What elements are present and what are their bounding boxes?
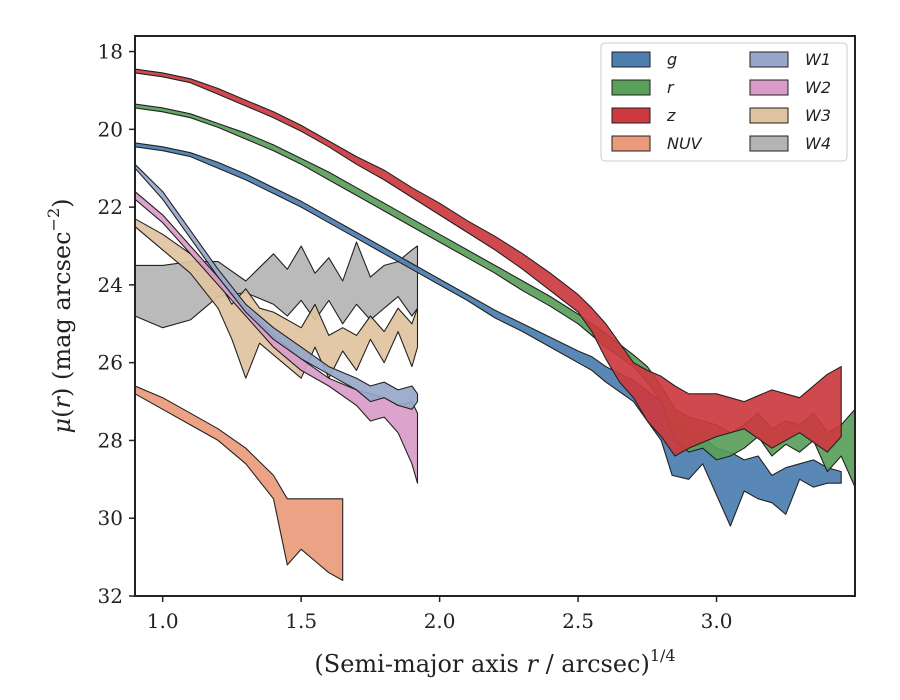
legend-swatch-w4: [749, 135, 789, 152]
x-tick-label: 2.0: [424, 609, 456, 633]
y-tick-label: 24: [98, 273, 123, 297]
legend-swatch-nuv: [611, 135, 651, 152]
x-axis-label: (Semi-major axis r / arcsec)1/4: [314, 646, 675, 678]
y-tick-label: 22: [98, 195, 123, 219]
x-tick-label: 1.0: [147, 609, 179, 633]
legend-label-z: z: [666, 106, 676, 125]
legend-label-nuv: NUV: [667, 134, 703, 153]
y-tick-label: 26: [98, 351, 123, 375]
band-w1: [135, 163, 419, 410]
legend-box: [600, 42, 848, 162]
band-z: [135, 68, 842, 457]
legend-label-w4: W4: [805, 134, 831, 153]
legend-swatch-w3: [749, 107, 789, 124]
y-axis: 18 20 22 24 26 28 30 32: [98, 40, 135, 608]
x-axis: 1.0 1.5 2.0 2.5 3.0: [147, 596, 733, 633]
legend-swatch-r: [611, 79, 651, 96]
legend-label-r: r: [667, 78, 675, 97]
x-tick-label: 1.5: [285, 609, 317, 633]
band-w3: [135, 218, 419, 379]
y-tick-label: 28: [98, 428, 123, 452]
y-tick-label: 30: [98, 506, 123, 530]
plot-area: [135, 68, 855, 581]
legend-label-w2: W2: [805, 78, 831, 97]
x-tick-label: 3.0: [701, 609, 733, 633]
y-tick-label: 32: [98, 584, 123, 608]
x-tick-label: 2.5: [562, 609, 594, 633]
band-r: [135, 103, 855, 488]
band-nuv: [135, 385, 344, 581]
legend-label-g: g: [667, 50, 677, 69]
y-tick-label: 20: [98, 117, 123, 141]
legend: grz NUV W1 W2 W3 W4: [600, 42, 848, 162]
legend-swatch-w2: [749, 79, 789, 96]
legend-label-w3: W3: [805, 106, 831, 125]
legend-swatch-z: [611, 107, 651, 124]
y-axis-label: μ(r) (mag arcsec−2): [44, 198, 76, 433]
legend-swatch-g: [611, 51, 651, 68]
plot-frame: [134, 35, 856, 597]
y-tick-label: 18: [98, 40, 123, 64]
legend-swatch-w1: [749, 51, 789, 68]
legend-label-w1: W1: [805, 50, 831, 69]
